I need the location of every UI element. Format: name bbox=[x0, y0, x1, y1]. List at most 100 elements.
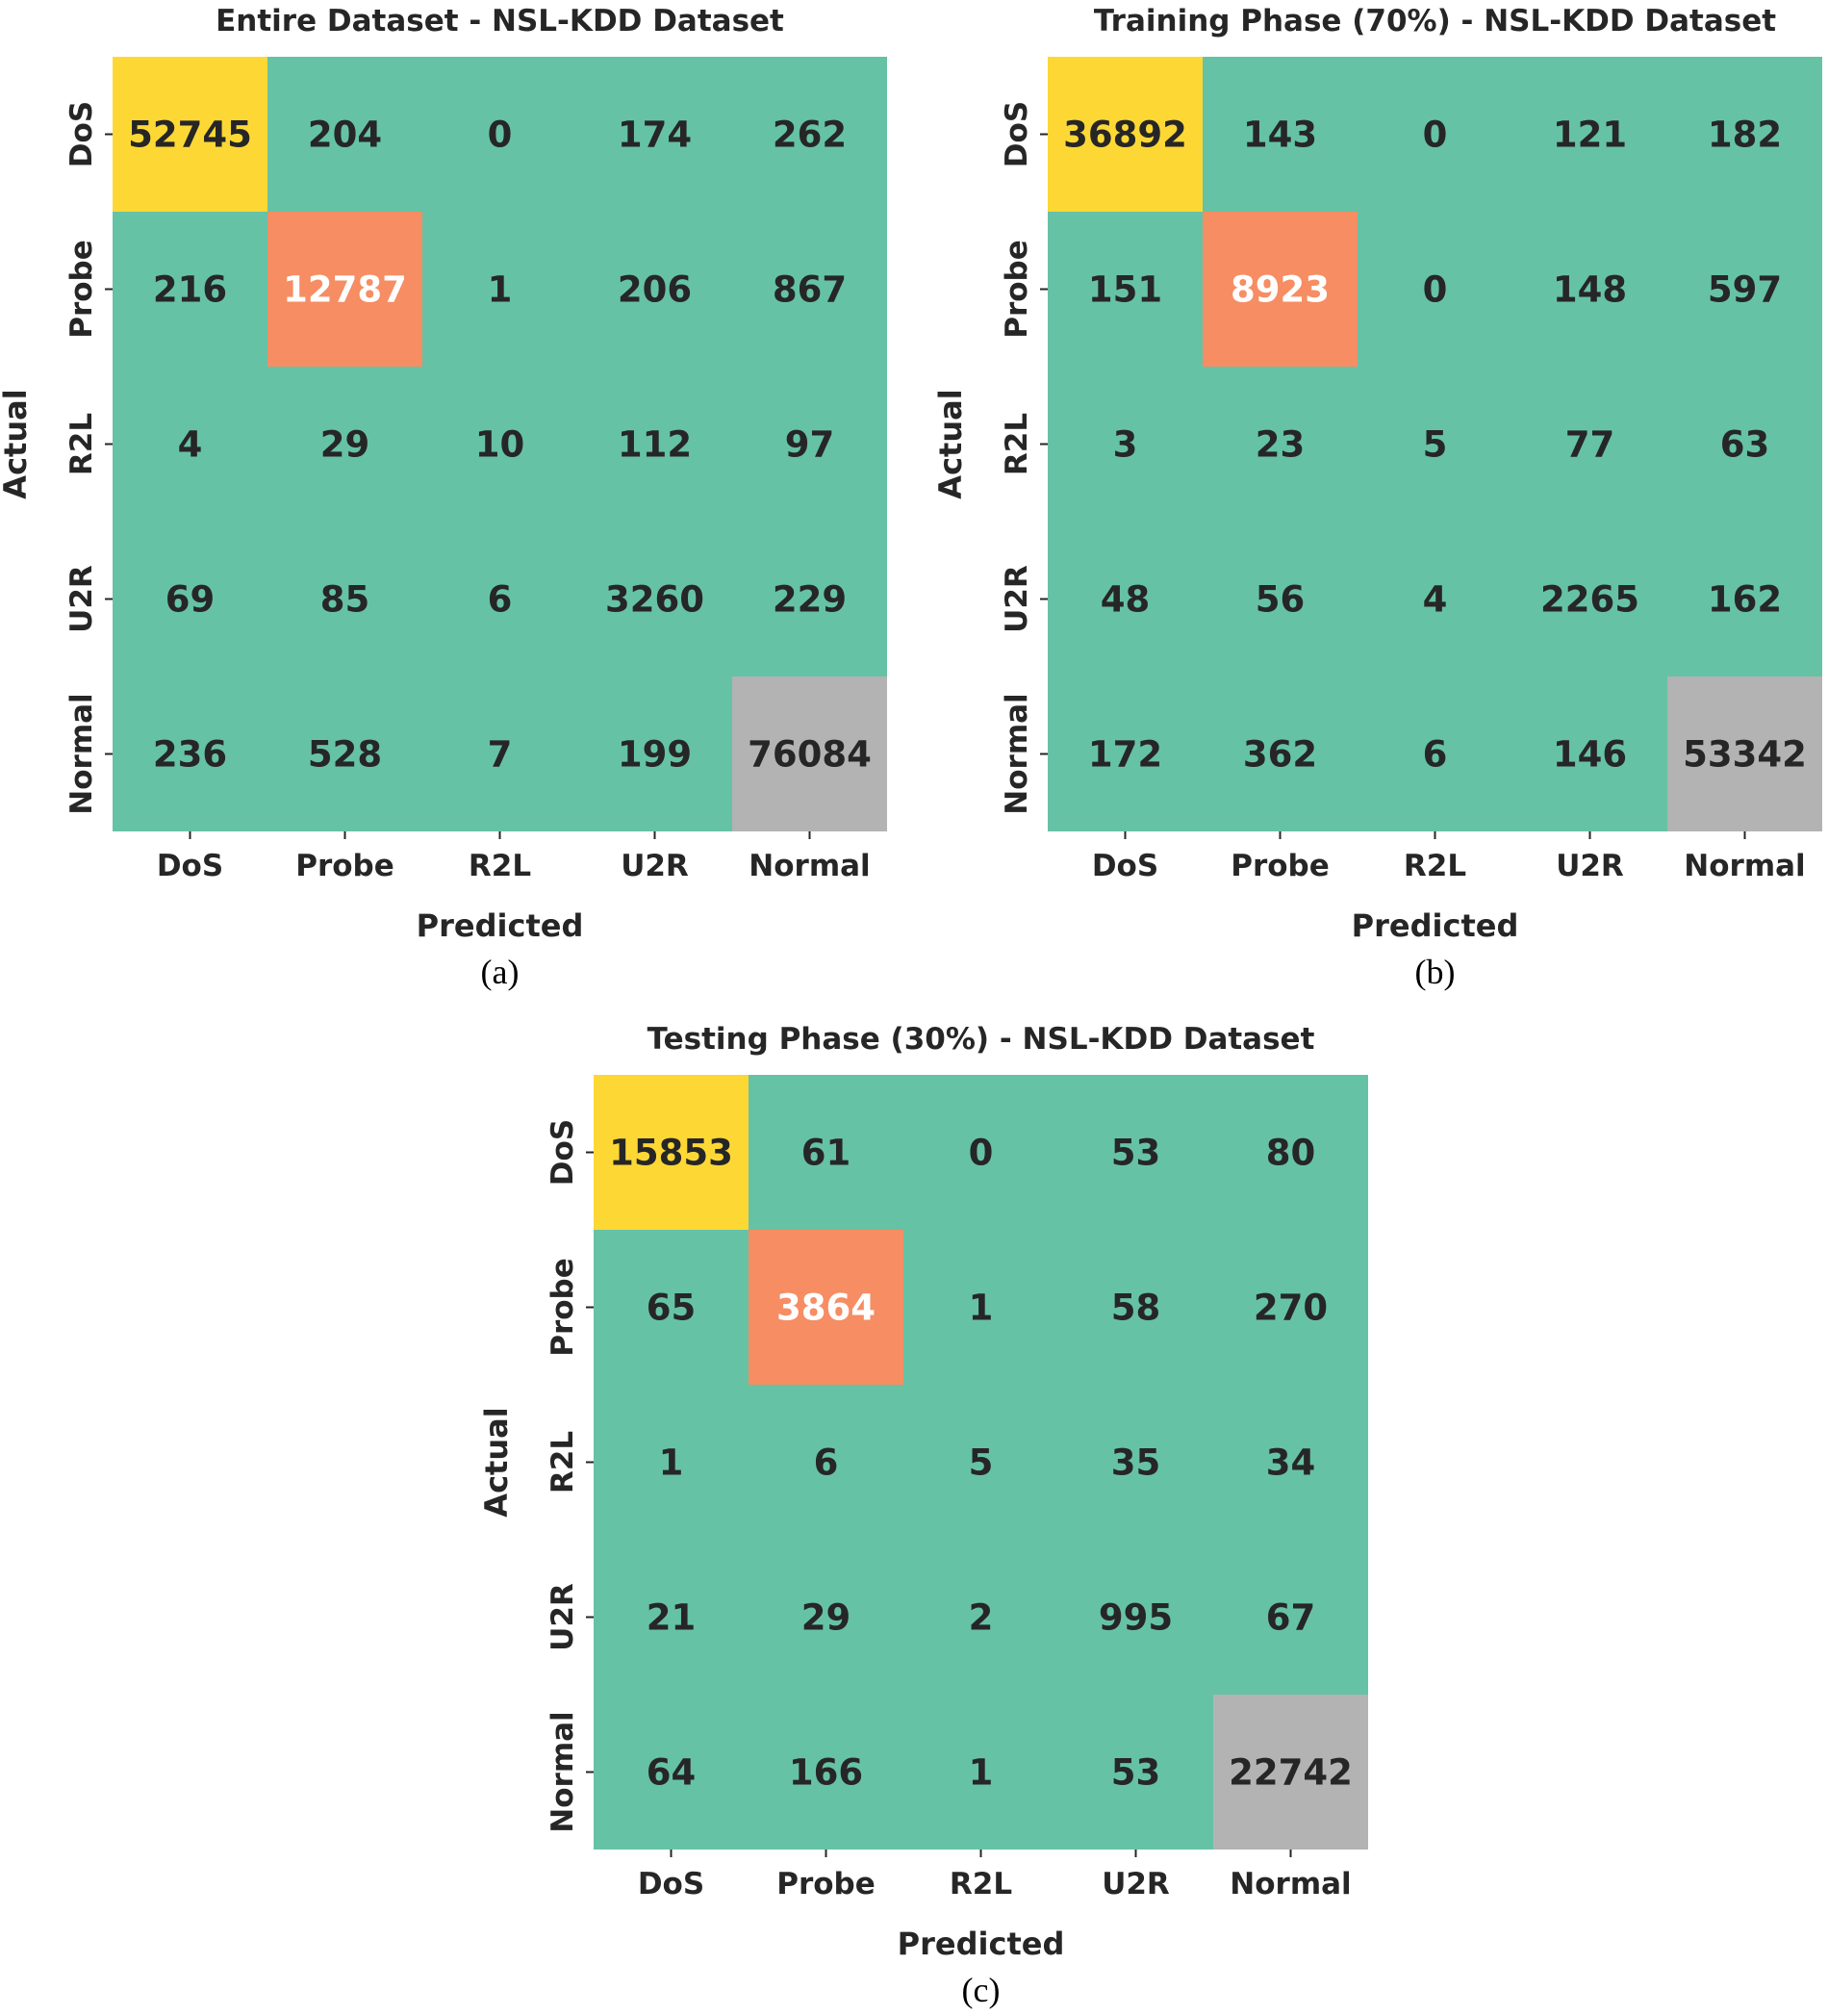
y-tick-label: DoS bbox=[64, 101, 99, 167]
cell-value: 995 bbox=[1099, 1597, 1173, 1639]
y-tick-label: DoS bbox=[1000, 101, 1034, 167]
confusion-matrix-c: Testing Phase (30%) - NSL-KDD Dataset158… bbox=[478, 1022, 1368, 2009]
cell-dos-normal bbox=[1667, 57, 1822, 212]
cell-value: 65 bbox=[647, 1288, 697, 1329]
cell-value: 199 bbox=[618, 734, 692, 776]
x-tick-label: Probe bbox=[776, 1867, 876, 1901]
cell-dos-u2r bbox=[577, 57, 732, 212]
cell-r2l-dos bbox=[594, 1385, 749, 1540]
cell-value: 3260 bbox=[605, 579, 704, 621]
cell-probe-normal bbox=[1667, 212, 1822, 367]
cell-value: 36892 bbox=[1063, 115, 1187, 156]
cell-normal-dos bbox=[594, 1695, 749, 1850]
y-tick-label: R2L bbox=[64, 413, 99, 475]
cell-value: 64 bbox=[647, 1752, 697, 1794]
x-tick-label: DoS bbox=[1092, 849, 1158, 883]
cell-r2l-u2r bbox=[1058, 1385, 1213, 1540]
cell-dos-r2l bbox=[1358, 57, 1512, 212]
cell-u2r-probe bbox=[1203, 522, 1358, 676]
cell-value: 0 bbox=[1423, 269, 1448, 311]
x-tick-label: DoS bbox=[157, 849, 223, 883]
cell-value: 80 bbox=[1266, 1133, 1316, 1174]
cell-value: 29 bbox=[320, 424, 370, 466]
y-tick-label: Normal bbox=[546, 1711, 580, 1832]
x-tick-label: Normal bbox=[1684, 849, 1805, 883]
cell-value: 69 bbox=[165, 579, 216, 621]
cell-probe-dos bbox=[1048, 212, 1203, 367]
cell-probe-u2r bbox=[1058, 1230, 1213, 1385]
cell-r2l-dos bbox=[1048, 367, 1203, 522]
cell-value: 85 bbox=[320, 579, 370, 621]
x-axis-label: Predicted bbox=[898, 1926, 1065, 1962]
cell-normal-r2l bbox=[1358, 676, 1512, 831]
cell-value: 204 bbox=[308, 115, 382, 156]
panel-caption: (c) bbox=[962, 1971, 1001, 2009]
cell-value: 597 bbox=[1708, 269, 1782, 311]
cell-r2l-r2l bbox=[422, 367, 577, 522]
cell-normal-normal bbox=[1213, 1695, 1368, 1850]
cell-value: 53342 bbox=[1683, 734, 1807, 776]
cell-probe-normal bbox=[1213, 1230, 1368, 1385]
y-axis-label: Actual bbox=[478, 1407, 515, 1517]
cell-normal-dos bbox=[1048, 676, 1203, 831]
y-tick-label: U2R bbox=[546, 1583, 580, 1651]
cell-dos-normal bbox=[732, 57, 887, 212]
chart-title: Entire Dataset - NSL-KDD Dataset bbox=[216, 4, 784, 38]
cell-value: 0 bbox=[488, 115, 513, 156]
cell-value: 5 bbox=[1423, 424, 1448, 466]
panel-caption: (a) bbox=[481, 953, 520, 991]
cell-value: 67 bbox=[1266, 1597, 1316, 1639]
cell-u2r-normal bbox=[1667, 522, 1822, 676]
x-axis-label: Predicted bbox=[1352, 907, 1519, 944]
x-tick-label: U2R bbox=[621, 849, 689, 883]
cell-value: 236 bbox=[153, 734, 227, 776]
cell-r2l-r2l bbox=[1358, 367, 1512, 522]
cell-normal-probe bbox=[1203, 676, 1358, 831]
cell-r2l-u2r bbox=[577, 367, 732, 522]
cell-value: 10 bbox=[475, 424, 525, 466]
x-tick-label: DoS bbox=[638, 1867, 704, 1901]
cell-value: 528 bbox=[308, 734, 382, 776]
cell-value: 162 bbox=[1708, 579, 1782, 621]
cell-u2r-dos bbox=[594, 1540, 749, 1695]
cell-value: 29 bbox=[801, 1597, 851, 1639]
cell-probe-probe bbox=[749, 1230, 903, 1385]
cell-value: 1 bbox=[969, 1752, 994, 1794]
cell-dos-probe bbox=[267, 57, 422, 212]
y-tick-label: DoS bbox=[546, 1119, 580, 1186]
cell-normal-dos bbox=[113, 676, 267, 831]
cell-value: 6 bbox=[1423, 734, 1448, 776]
cell-dos-dos bbox=[594, 1075, 749, 1230]
cell-value: 8923 bbox=[1231, 269, 1330, 311]
cell-value: 3864 bbox=[776, 1288, 876, 1329]
cell-value: 229 bbox=[773, 579, 847, 621]
cell-r2l-r2l bbox=[903, 1385, 1058, 1540]
cell-value: 4 bbox=[1423, 579, 1448, 621]
confusion-matrix-a: Entire Dataset - NSL-KDD Dataset 52745 204… bbox=[0, 4, 887, 991]
y-tick-label: U2R bbox=[64, 565, 99, 633]
panel-caption: (b) bbox=[1415, 953, 1456, 991]
cell-value: 3 bbox=[1113, 424, 1138, 466]
cell-r2l-normal bbox=[1213, 1385, 1368, 1540]
y-tick-label: Normal bbox=[64, 693, 99, 814]
cell-value: 23 bbox=[1256, 424, 1306, 466]
cell-u2r-u2r bbox=[1512, 522, 1667, 676]
cell-value: 52745 bbox=[128, 115, 252, 156]
cell-dos-dos bbox=[1048, 57, 1203, 212]
y-tick-label: Probe bbox=[1000, 240, 1034, 339]
cell-r2l-probe bbox=[1203, 367, 1358, 522]
cell-value: 22742 bbox=[1229, 1752, 1353, 1794]
y-tick-label: Probe bbox=[546, 1258, 580, 1357]
cell-probe-r2l bbox=[422, 212, 577, 367]
cell-value: 270 bbox=[1254, 1288, 1328, 1329]
chart-title: Training Phase (70%) - NSL-KDD Dataset bbox=[1094, 4, 1776, 38]
cell-u2r-probe bbox=[749, 1540, 903, 1695]
cell-value: 112 bbox=[618, 424, 692, 466]
cell-dos-probe bbox=[749, 1075, 903, 1230]
cell-u2r-u2r bbox=[577, 522, 732, 676]
cell-value: 121 bbox=[1553, 115, 1627, 156]
x-tick-label: Probe bbox=[295, 849, 394, 883]
cell-dos-r2l bbox=[422, 57, 577, 212]
cell-value: 21 bbox=[647, 1597, 697, 1639]
cell-probe-probe bbox=[1203, 212, 1358, 367]
